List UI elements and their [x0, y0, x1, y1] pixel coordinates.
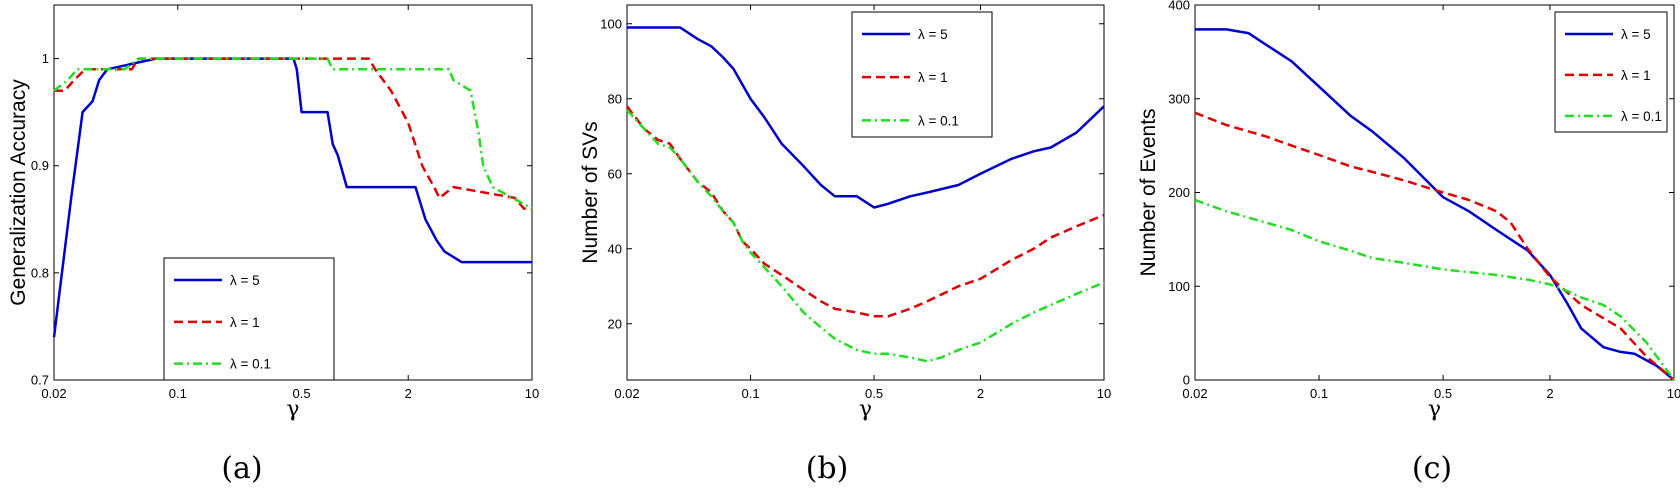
legend-label: λ = 5	[1621, 27, 1651, 42]
legend-label: λ = 1	[1621, 68, 1651, 83]
legend-label: λ = 5	[230, 273, 260, 288]
x-tick-label: 2	[405, 386, 412, 401]
chart-panel-1: 0.02 0.1 0.5 2 10 0.7 0.8 0.9 1 γ Generalization A…	[7, 4, 539, 486]
y-tick-label: 0.8	[31, 265, 49, 280]
legend-box	[1554, 11, 1668, 133]
series-line-1	[52, 57, 532, 338]
x-tick-label: 0.02	[41, 386, 66, 401]
x-tick-label: 2	[977, 386, 984, 401]
x-tick-label: 2	[1546, 386, 1553, 401]
y-axis-label: Generalization Accuracy	[7, 79, 30, 306]
x-tick-label: 0.1	[741, 386, 759, 401]
series-line-2	[626, 105, 1105, 318]
y-tick-label: 20	[608, 316, 622, 331]
x-tick-label: 0.1	[169, 386, 187, 401]
legend-label: λ = 0.1	[1621, 109, 1662, 124]
legend: λ = 5 λ = 1 λ = 0.1	[1554, 11, 1668, 133]
panel-caption: (b)	[806, 451, 849, 486]
y-tick-label: 1	[42, 51, 49, 66]
x-tick-label: 10	[1097, 386, 1111, 401]
series-line-3	[626, 109, 1105, 363]
x-tick-label: 0.5	[1434, 386, 1452, 401]
plot-frame	[626, 4, 1105, 381]
x-tick-label: 0.5	[293, 386, 311, 401]
series-line-1	[1195, 28, 1675, 381]
chart-panel-2: 0.02 0.1 0.5 2 10 20 40 60 80 100 γ Number of SVs λ …	[579, 4, 1111, 486]
series-line-3	[1194, 198, 1676, 381]
y-tick-label: 300	[1168, 91, 1190, 106]
legend-label: λ = 0.1	[230, 357, 271, 372]
legend: λ = 5 λ = 1 λ = 0.1	[163, 257, 335, 381]
x-axis-label: γ	[286, 397, 299, 422]
y-tick-label: 0.7	[31, 373, 49, 388]
panel-caption: (c)	[1412, 451, 1452, 486]
y-tick-label: 400	[1168, 0, 1190, 13]
y-tick-label: 40	[608, 241, 622, 256]
legend-label: λ = 0.1	[918, 113, 959, 128]
legend-label: λ = 1	[230, 315, 260, 330]
y-tick-label: 80	[608, 91, 622, 106]
x-tick-label: 0.5	[865, 386, 883, 401]
series-line-2	[1194, 111, 1675, 381]
legend-label: λ = 1	[918, 70, 948, 85]
y-axis-label: Number of SVs	[579, 121, 602, 263]
x-tick-label: 0.1	[1310, 386, 1328, 401]
x-axis-label: γ	[859, 397, 872, 422]
y-axis-label: Number of Events	[1137, 108, 1160, 276]
x-tick-label: 10	[1667, 386, 1680, 401]
y-tick-label: 100	[1168, 279, 1190, 294]
y-tick-label: 200	[1168, 185, 1190, 200]
x-tick-label: 0.02	[614, 386, 639, 401]
y-tick-label: 0	[1183, 373, 1190, 388]
y-tick-label: 60	[608, 166, 622, 181]
series-line-3	[53, 57, 533, 210]
series-line-1	[627, 26, 1105, 209]
x-tick-label: 10	[525, 386, 539, 401]
legend: λ = 5 λ = 1 λ = 0.1	[851, 11, 993, 138]
series-line-2	[54, 57, 532, 210]
legend-label: λ = 5	[918, 27, 948, 42]
panel-caption: (a)	[221, 451, 262, 486]
y-tick-label: 100	[600, 16, 622, 31]
legend-box	[163, 257, 335, 381]
x-axis-label: γ	[1428, 397, 1441, 422]
x-tick-label: 0.02	[1182, 386, 1207, 401]
y-tick-label: 0.9	[31, 158, 49, 173]
